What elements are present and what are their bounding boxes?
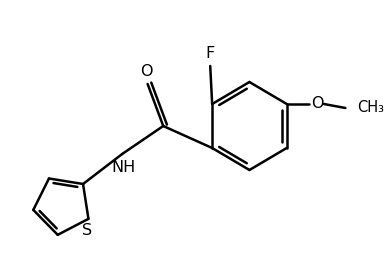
Text: F: F [205,47,215,61]
Text: O: O [311,96,323,111]
Text: S: S [82,223,93,238]
Text: O: O [140,64,153,79]
Text: NH: NH [111,159,135,174]
Text: CH₃: CH₃ [357,100,384,116]
